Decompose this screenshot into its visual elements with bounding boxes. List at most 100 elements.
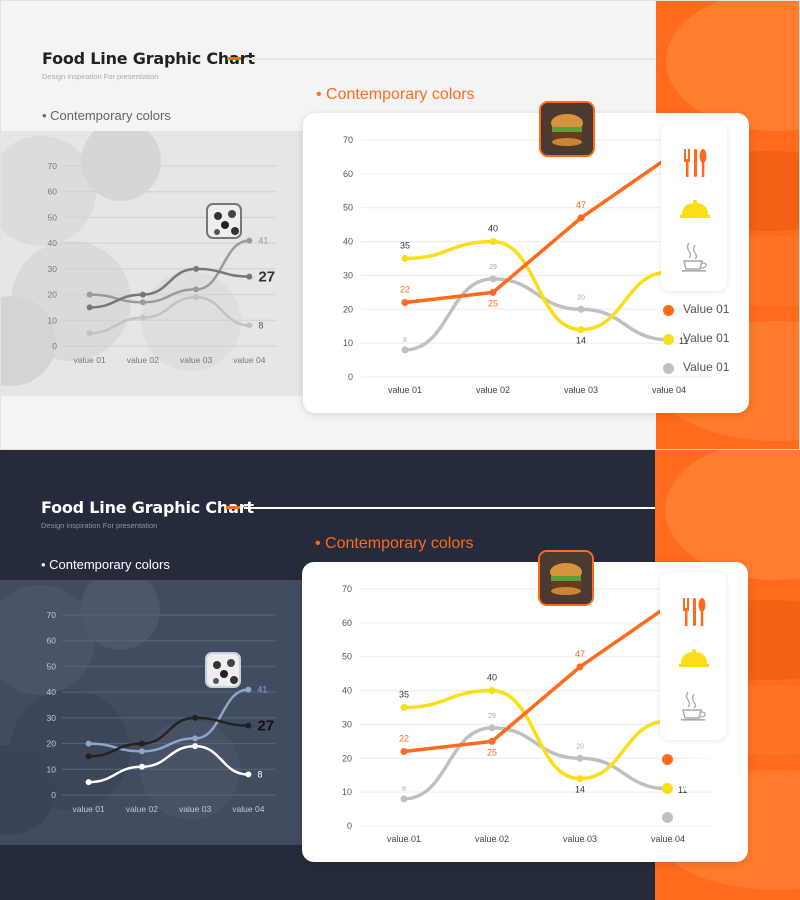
data-label: 47	[576, 200, 586, 210]
y-tick-label: 0	[348, 372, 353, 382]
fork-spoon-knife-icon	[683, 598, 706, 626]
data-point	[193, 294, 200, 301]
food-thumbnail-small	[205, 652, 241, 688]
data-label: 20	[577, 294, 585, 301]
y-tick-label: 60	[342, 618, 352, 628]
main-chart-title: • Contemporary colors	[315, 535, 474, 552]
data-label: 8	[403, 337, 407, 344]
data-point	[400, 748, 408, 756]
data-label: 47	[575, 649, 585, 659]
data-point	[85, 740, 92, 747]
y-tick-label: 50	[343, 203, 353, 213]
food-icons-panel	[660, 572, 726, 740]
data-point	[192, 743, 199, 750]
page-title: Food Line Graphic Chart	[41, 498, 254, 517]
data-point	[85, 753, 92, 760]
y-tick-label: 0	[52, 341, 57, 351]
small-chart-label: • Contemporary colors	[42, 108, 171, 123]
x-tick-label: value 02	[476, 385, 510, 395]
data-point	[192, 714, 199, 721]
data-label: 27	[257, 718, 274, 735]
x-tick-label: value 02	[475, 834, 509, 844]
data-point	[489, 288, 497, 296]
data-point	[193, 286, 200, 293]
fork-spoon-knife-icon	[684, 149, 707, 177]
y-tick-label: 10	[48, 315, 58, 325]
y-tick-label: 60	[47, 636, 57, 646]
x-tick-label: value 02	[127, 355, 159, 365]
data-point	[86, 330, 93, 337]
series-line	[403, 155, 671, 305]
data-point	[488, 737, 496, 745]
data-label: 20	[576, 743, 584, 750]
y-tick-label: 30	[342, 719, 352, 729]
data-label: 35	[400, 241, 410, 251]
small-line-chart: 0 10 20 30 40 50 60 70 value 01 value 02 value 03 v…	[48, 161, 276, 365]
x-tick-label: value 01	[74, 355, 106, 365]
data-label: 22	[399, 734, 409, 744]
series-line	[403, 239, 671, 332]
series-line	[87, 744, 250, 784]
series-line	[88, 267, 251, 309]
x-tick-label: value 03	[564, 385, 598, 395]
data-point	[192, 735, 199, 742]
data-point	[489, 238, 497, 246]
x-tick-label: value 01	[73, 804, 105, 814]
y-tick-label: 60	[48, 187, 58, 197]
y-tick-label: 70	[342, 584, 352, 594]
y-tick-label: 60	[343, 169, 353, 179]
data-point	[489, 275, 497, 283]
y-tick-label: 50	[48, 212, 58, 222]
title-accent-bar	[227, 57, 241, 60]
data-label: 35	[399, 690, 409, 700]
burger-thumbnail-image	[540, 552, 592, 604]
y-tick-label: 70	[48, 161, 58, 171]
x-tick-label: value 01	[387, 834, 421, 844]
data-point	[400, 795, 408, 803]
data-label: 8	[402, 786, 406, 793]
y-tick-label: 20	[48, 290, 58, 300]
title-rule	[244, 507, 655, 509]
x-tick-label: value 04	[232, 804, 264, 814]
data-point	[245, 771, 252, 778]
data-label: 29	[488, 713, 496, 720]
x-tick-label: value 03	[179, 804, 211, 814]
data-point	[138, 740, 145, 747]
y-tick-label: 40	[47, 687, 57, 697]
y-tick-label: 30	[47, 713, 57, 723]
burger-thumbnail	[538, 550, 594, 606]
food-cloche-icon	[679, 649, 709, 667]
data-point	[246, 273, 253, 280]
burger-thumbnail	[539, 101, 595, 157]
title-accent-bar	[226, 506, 240, 509]
food-cloche-icon	[680, 200, 710, 218]
data-point	[245, 686, 252, 693]
series-line	[87, 716, 250, 758]
data-label: 41	[258, 236, 268, 246]
burger-thumbnail-image	[541, 103, 593, 155]
y-tick-label: 50	[342, 652, 352, 662]
y-tick-label: 20	[342, 753, 352, 763]
x-tick-label: value 03	[563, 834, 597, 844]
y-tick-label: 30	[48, 264, 58, 274]
legend-swatch-orange	[663, 305, 674, 316]
data-point	[246, 322, 253, 329]
data-label: 14	[576, 336, 586, 346]
data-label: 22	[400, 285, 410, 295]
y-tick-label: 40	[48, 238, 58, 248]
x-tick-label: value 03	[180, 355, 212, 365]
data-point	[138, 748, 145, 755]
x-tick-label: value 04	[652, 385, 686, 395]
data-point	[139, 291, 146, 298]
series-line	[402, 604, 670, 754]
legend-swatch-gray	[662, 812, 673, 823]
legend-label: Value 01	[682, 751, 729, 765]
y-tick-label: 0	[51, 790, 56, 800]
series-line	[87, 688, 250, 753]
data-label: 25	[487, 747, 497, 757]
data-point	[193, 265, 200, 272]
y-tick-label: 10	[47, 764, 57, 774]
y-tick-label: 40	[342, 686, 352, 696]
data-point	[577, 214, 585, 222]
data-label: 25	[488, 298, 498, 308]
